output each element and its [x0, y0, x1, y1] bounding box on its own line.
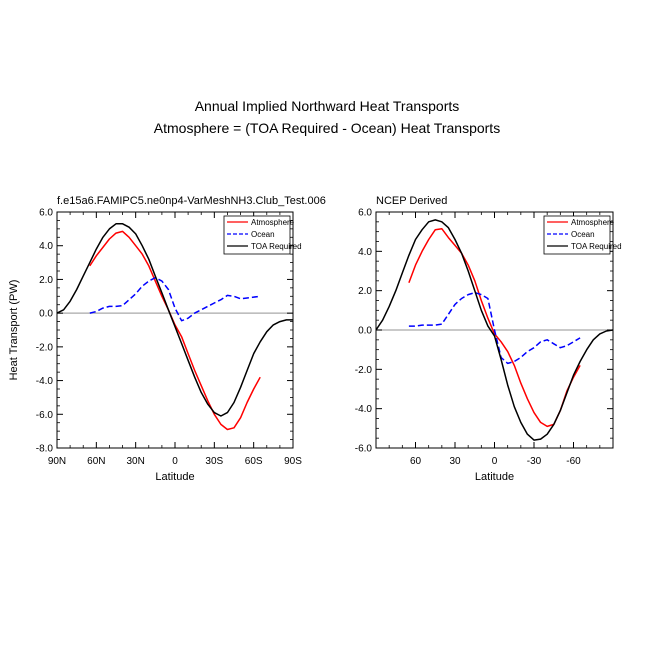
legend: Atmosphere Ocean TOA Required	[223, 215, 302, 255]
chart-panel-right: NCEP Derived 6.0 4.0 2.0 0.0 -2.0 -4.0 -6.0 60 30…	[355, 195, 622, 483]
series-toa	[57, 223, 293, 417]
y-axis-label: Heat Transport (PW)	[8, 280, 20, 381]
series-ocean	[408, 291, 581, 365]
x-tick-label: 90S	[284, 456, 302, 467]
y-tick-label: 2.0	[39, 275, 53, 286]
legend-label: Ocean	[251, 230, 275, 239]
x-tick-label: -30	[527, 456, 542, 467]
y-tick-label: 0.0	[39, 309, 53, 320]
legend-label: Atmosphere	[251, 218, 295, 227]
figure-title-line1: Annual Implied Northward Heat Transports	[195, 98, 460, 114]
chart-title: NCEP Derived	[376, 195, 447, 207]
x-tick-label: 60	[410, 456, 422, 467]
legend-label: Atmosphere	[571, 218, 615, 227]
series-atmosphere	[408, 227, 581, 428]
y-tick-label: 4.0	[358, 247, 372, 258]
y-tick-label: -4.0	[355, 404, 373, 415]
x-tick-label: 0	[492, 456, 498, 467]
y-tick-label: -6.0	[355, 444, 373, 455]
y-tick-label: 4.0	[39, 241, 53, 252]
y-tick-label: -6.0	[36, 410, 54, 421]
x-axis-label: Latitude	[155, 471, 194, 483]
x-tick-label: -60	[566, 456, 581, 467]
chart-panel-left: f.e15a6.FAMIPC5.ne0np4-VarMeshNH3.Club_T…	[8, 195, 326, 483]
x-tick-label: 30N	[126, 456, 144, 467]
legend-box	[543, 215, 611, 255]
y-tick-label: -2.0	[355, 365, 373, 376]
legend: Atmosphere Ocean TOA Required	[543, 215, 622, 255]
legend-label: TOA Required	[251, 242, 302, 251]
x-axis-label: Latitude	[475, 471, 514, 483]
series-ocean	[89, 276, 261, 322]
figure-title-line2: Atmosphere = (TOA Required - Ocean) Heat…	[154, 120, 500, 136]
x-tick-label: 90N	[48, 456, 66, 467]
y-tick-label: -2.0	[36, 342, 54, 353]
y-tick-label: -8.0	[36, 444, 54, 455]
series-toa	[376, 219, 613, 441]
chart-title: f.e15a6.FAMIPC5.ne0np4-VarMeshNH3.Club_T…	[57, 195, 326, 207]
y-tick-label: -4.0	[36, 376, 54, 387]
x-tick-label: 60S	[245, 456, 263, 467]
y-tick-label: 6.0	[39, 208, 53, 219]
y-tick-label: 2.0	[358, 286, 372, 297]
x-tick-label: 30S	[205, 456, 223, 467]
legend-label: TOA Required	[571, 242, 622, 251]
x-tick-label: 30	[449, 456, 461, 467]
y-tick-label: 6.0	[358, 208, 372, 219]
x-tick-label: 60N	[87, 456, 105, 467]
legend-label: Ocean	[571, 230, 595, 239]
x-tick-label: 0	[172, 456, 178, 467]
y-tick-label: 0.0	[358, 326, 372, 337]
